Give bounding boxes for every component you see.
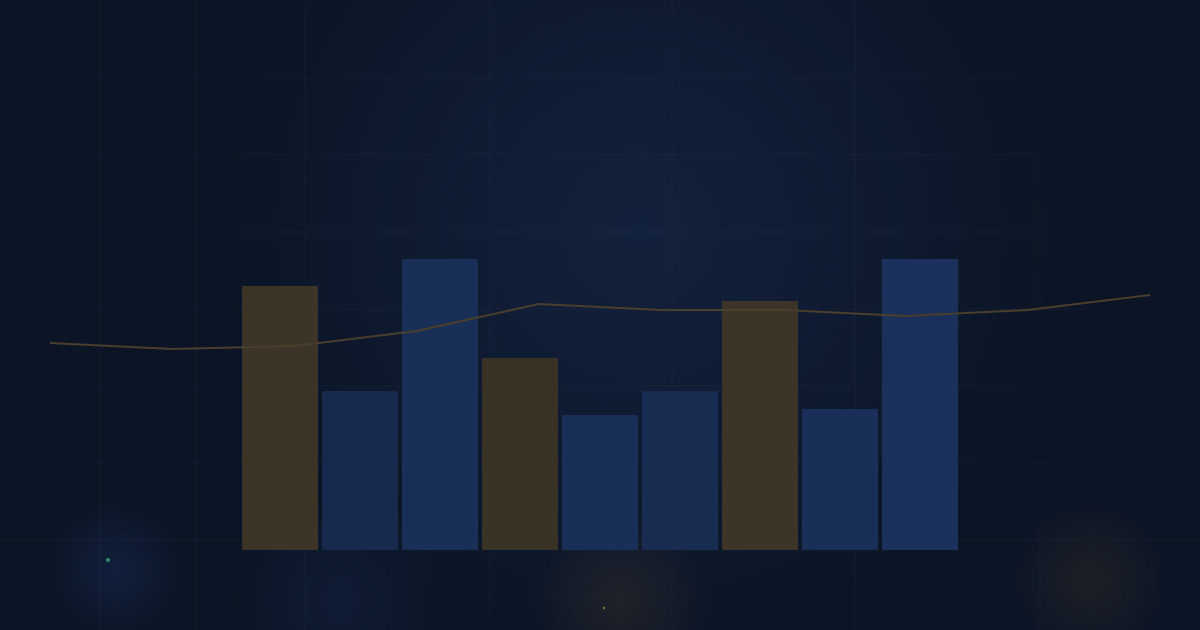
bar: [642, 391, 718, 550]
bar: [482, 358, 558, 550]
trend-line: [49, 294, 1151, 351]
bar: [562, 415, 638, 550]
bar: [242, 286, 318, 550]
bar: [322, 391, 398, 550]
bar: [402, 259, 478, 550]
bar: [722, 301, 798, 550]
bar: [802, 409, 878, 550]
bar: [882, 259, 958, 550]
